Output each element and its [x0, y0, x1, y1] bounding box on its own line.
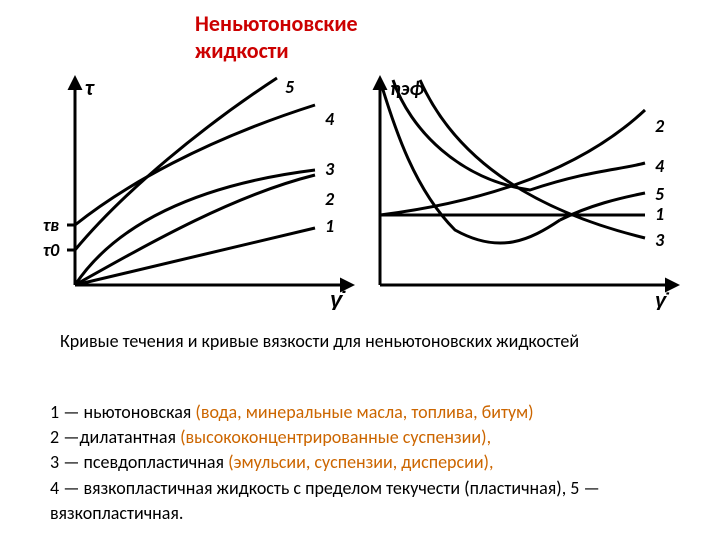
viscosity-curves-chart: ηэфγ̇24513	[360, 70, 685, 310]
curve-5	[75, 78, 277, 250]
legend-line: 2 —дилатантная (высококонцентрированные …	[50, 425, 670, 450]
curve-4	[75, 105, 315, 225]
series-label: 3	[325, 158, 335, 180]
legend-line: 1 — ньютоновская (вода, минеральные масл…	[50, 400, 670, 425]
page-title: Неньютоновские жидкости	[195, 10, 455, 64]
series-label: 1	[655, 203, 664, 225]
series-label: 3	[655, 229, 665, 251]
legend-label: 4 — вязкопластичная жидкость с пределом …	[50, 477, 600, 524]
legend-example: (эмульсии, суспензии, дисперсии),	[228, 451, 493, 473]
y-axis-label: τ	[85, 74, 95, 101]
figure-caption: Кривые течения и кривые вязкости для нен…	[60, 330, 640, 353]
y-tick-label: τ0	[43, 239, 60, 261]
series-label: 5	[285, 76, 294, 98]
curve-2	[75, 175, 315, 285]
curve-5_left	[380, 80, 560, 243]
legend-example: (высококонцентрированные суспензии),	[180, 426, 491, 448]
curve-4	[393, 80, 645, 190]
series-label: 2	[655, 115, 665, 137]
curve-3	[75, 170, 315, 285]
series-label: 4	[655, 155, 665, 177]
series-label: 1	[325, 215, 334, 237]
series-label: 2	[325, 188, 335, 210]
legend-label: 2 —дилатантная	[50, 426, 180, 448]
figure-legend: 1 — ньютоновская (вода, минеральные масл…	[50, 400, 670, 526]
legend-example: (вода, минеральные масла, топлива, битум…	[195, 401, 533, 423]
legend-line: 4 — вязкопластичная жидкость с пределом …	[50, 476, 670, 526]
curve-1	[75, 228, 315, 285]
flow-curves-chart: τ γ̇ τв τ0 5 4 3 2 1	[35, 70, 360, 310]
legend-label: 1 — ньютоновская	[50, 401, 195, 423]
series-label: 4	[325, 108, 335, 130]
legend-label: 3 — псевдопластичная	[50, 451, 228, 473]
y-tick-label: τв	[43, 214, 59, 236]
x-axis-label: γ̇	[655, 289, 670, 310]
series-label: 5	[655, 183, 664, 205]
x-axis-label: γ̇	[330, 286, 346, 310]
legend-line: 3 — псевдопластичная (эмульсии, суспензи…	[50, 450, 670, 475]
